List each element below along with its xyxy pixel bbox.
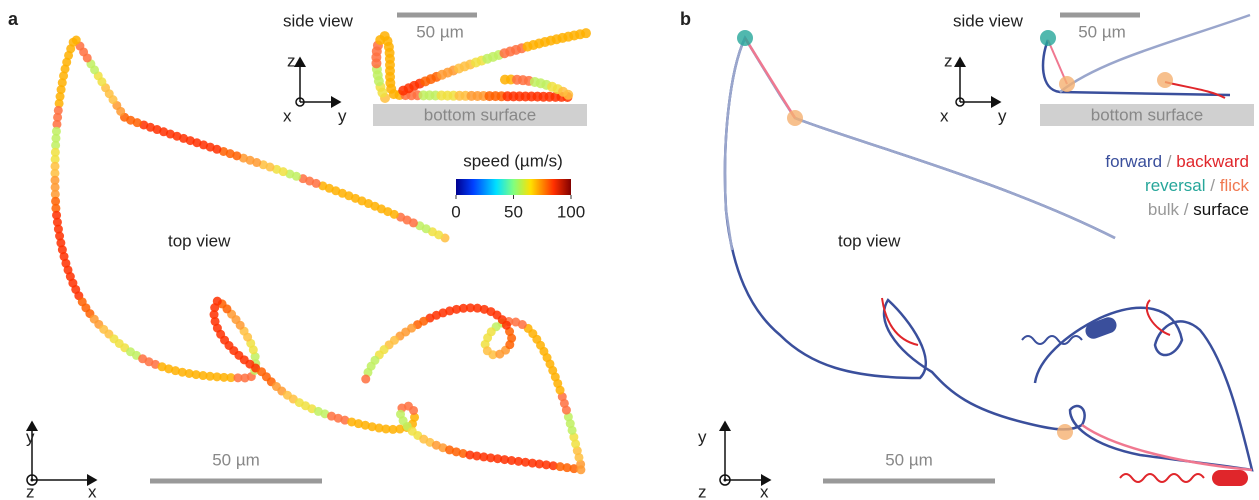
legend-label: flick	[1220, 176, 1250, 195]
cell-icon	[1212, 470, 1248, 486]
panel-a: a side view 50 µm bottom surface z x y t…	[8, 9, 591, 500]
axis-origin	[724, 479, 727, 482]
top-view-trajectory	[725, 30, 1252, 470]
cell-icon	[1022, 336, 1082, 344]
surface-label: bottom surface	[1091, 105, 1203, 124]
legend-separator: /	[1184, 200, 1189, 219]
legend-label: surface	[1193, 200, 1249, 219]
top-view-label: top view	[168, 231, 231, 250]
scale-bar-label: 50 µm	[416, 22, 464, 41]
trajectory	[1082, 425, 1252, 470]
axis-label: z	[698, 482, 707, 500]
surface-label: bottom surface	[424, 105, 536, 124]
trajectory	[882, 298, 918, 345]
panel-label: b	[680, 9, 691, 29]
event-marker	[787, 110, 803, 126]
legend-label: backward	[1176, 152, 1249, 171]
legend-label: bulk	[1148, 200, 1180, 219]
scale-bar-label: 50 µm	[1078, 22, 1126, 41]
trajectory-guide	[55, 38, 582, 470]
legend-label: forward	[1105, 152, 1162, 171]
axis-label: x	[283, 106, 292, 125]
cell-icon	[1120, 474, 1204, 482]
panel-b: b side view 50 µm bottom surface z x y t…	[680, 9, 1254, 500]
flick-marker	[1059, 76, 1075, 92]
axis-label: x	[940, 106, 949, 125]
trajectory-dot	[581, 28, 591, 38]
trajectory	[1147, 300, 1170, 335]
scale-bar-label: 50 µm	[212, 450, 260, 469]
colorbar-tick-label: 50	[504, 202, 523, 221]
panel-label: a	[8, 9, 19, 29]
figure: a side view 50 µm bottom surface z x y t…	[0, 0, 1259, 500]
axis-label: x	[760, 482, 769, 500]
axis-label: y	[998, 106, 1007, 125]
flick-marker	[1157, 72, 1173, 88]
legend-entry: bulk / surface	[1148, 200, 1249, 219]
colorbar-tick-label: 0	[451, 202, 460, 221]
scale-bar-label: 50 µm	[885, 450, 933, 469]
axis-label: z	[26, 482, 35, 500]
trajectory-dot	[563, 90, 573, 100]
axis-origin	[31, 479, 34, 482]
colorbar	[456, 179, 571, 195]
side-view-title: side view	[283, 11, 354, 30]
legend-entry: reversal / flick	[1145, 176, 1249, 195]
colorbar-tick-label: 100	[557, 202, 585, 221]
axis-label: y	[338, 106, 347, 125]
axis-label: z	[944, 51, 953, 70]
top-view-label: top view	[838, 231, 901, 250]
trajectory	[725, 38, 1115, 250]
legend-label: reversal	[1145, 176, 1205, 195]
legend-separator: /	[1210, 176, 1215, 195]
trajectory	[745, 38, 795, 118]
axis-label: x	[88, 482, 97, 500]
legend-separator: /	[1167, 152, 1172, 171]
reversal-marker	[1040, 30, 1056, 46]
event-marker	[1057, 424, 1073, 440]
legend: forward / backward reversal / flick bulk /…	[1105, 152, 1249, 219]
side-view-title: side view	[953, 11, 1024, 30]
axis-label: y	[698, 427, 707, 446]
axis-label: z	[287, 51, 296, 70]
axis-label: y	[26, 427, 35, 446]
legend-entry: forward / backward	[1105, 152, 1249, 171]
event-marker	[737, 30, 753, 46]
colorbar-label: speed (µm/s)	[463, 151, 563, 170]
trajectory	[725, 38, 1252, 470]
trajectory-dot	[361, 375, 370, 384]
